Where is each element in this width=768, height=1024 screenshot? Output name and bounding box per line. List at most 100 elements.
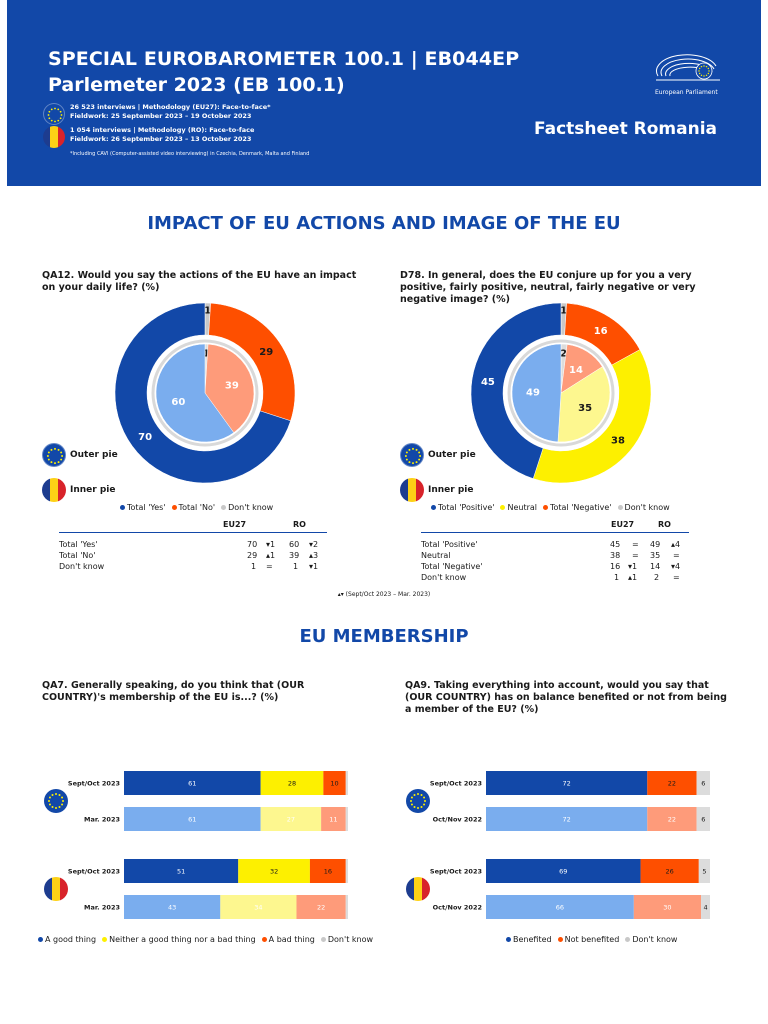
bar-segment xyxy=(220,895,297,919)
star-icon xyxy=(57,119,60,122)
star-icon xyxy=(698,72,701,75)
bar-segment xyxy=(345,807,348,831)
bar-segment xyxy=(486,895,634,919)
bar-segment xyxy=(309,859,346,883)
outer-slice-label: 16 xyxy=(594,326,608,337)
outer-slice-label: 1 xyxy=(204,306,211,317)
star-icon xyxy=(415,448,418,451)
inner-slice-label: 60 xyxy=(171,397,185,408)
bar-segment xyxy=(345,859,348,883)
bar-value-label: 28 xyxy=(288,780,296,788)
inner-slice xyxy=(155,343,235,443)
legend-item: Don't know xyxy=(320,935,373,944)
bar-segment xyxy=(345,771,348,795)
bar-segment xyxy=(345,895,348,919)
star-icon xyxy=(705,74,708,77)
methodology-footnote: *Including CAVI (Computer-assisted video… xyxy=(70,151,310,157)
outer-slice-label: 1 xyxy=(560,306,567,317)
table-header-ro: RO xyxy=(658,520,671,529)
bar-period-label: Oct/Nov 2022 xyxy=(433,816,482,824)
qa12-legend: Total 'Yes' Total 'No' Don't know xyxy=(120,503,273,512)
inner-slice-label: 49 xyxy=(526,388,540,399)
star-icon xyxy=(50,108,53,111)
outer-pie-label: Outer pie xyxy=(70,450,118,460)
star-icon xyxy=(57,461,60,464)
bar-segment xyxy=(323,771,346,795)
eu-interviews-text: 26 523 interviews | Methodology (EU27): … xyxy=(70,103,271,111)
star-icon xyxy=(46,455,49,457)
bar-value-label: 27 xyxy=(287,816,295,824)
ro-methodology: 1 054 interviews | Methodology (RO): Fac… xyxy=(43,126,254,148)
bar-value-label: 6 xyxy=(701,780,705,788)
star-icon xyxy=(60,451,63,454)
star-icon xyxy=(50,119,53,122)
factsheet-title: Factsheet Romania xyxy=(534,119,717,139)
star-icon xyxy=(404,455,407,457)
legend-item: Don't know xyxy=(617,503,670,512)
star-icon xyxy=(54,462,56,465)
legend-item: Benefited xyxy=(506,935,552,944)
star-icon xyxy=(707,67,710,70)
inner-slice xyxy=(204,343,255,433)
star-icon xyxy=(50,448,53,451)
star-icon xyxy=(412,447,414,450)
star-icon xyxy=(418,458,421,461)
legend-item: Don't know xyxy=(625,935,677,944)
bar-value-label: 66 xyxy=(556,904,564,912)
bar-value-label: 22 xyxy=(668,780,676,788)
eu-flag-icon xyxy=(44,789,68,813)
star-icon xyxy=(59,110,62,113)
star-icon xyxy=(47,458,50,461)
table-row: Total 'Positive' 45 = 49 ▴4 xyxy=(421,540,681,549)
eu-stars-icon xyxy=(47,107,63,123)
qa7-legend: A good thing Neither a good thing nor a … xyxy=(38,935,373,944)
star-icon xyxy=(698,67,701,70)
bar-value-label: 11 xyxy=(329,816,337,824)
bar-segment xyxy=(124,807,261,831)
bar-segment xyxy=(633,895,702,919)
inner-slice xyxy=(557,366,611,443)
star-icon xyxy=(698,70,700,72)
table-row: Neutral 38 = 35 = xyxy=(421,551,680,560)
table-row: Total 'No' 29 ▴1 39 ▴3 xyxy=(59,551,319,560)
star-icon xyxy=(57,448,60,451)
eu-flag-icon xyxy=(43,103,65,125)
outer-slice xyxy=(532,349,652,483)
bar-value-label: 30 xyxy=(663,904,671,912)
bar-period-label: Mar. 2023 xyxy=(84,904,120,912)
eu-flag-icon xyxy=(42,443,66,467)
star-icon xyxy=(47,114,50,116)
outer-slice-label: 70 xyxy=(138,432,152,443)
qa12-donut-chart: 1 29 70 1 39 60 xyxy=(114,303,296,483)
romania-flag-icon xyxy=(43,126,65,148)
bar-segment xyxy=(486,807,648,831)
bar-segment xyxy=(640,859,699,883)
legend-item: Total 'Negative' xyxy=(543,503,612,512)
bar-segment xyxy=(698,859,710,883)
eu-flag-icon xyxy=(400,443,424,467)
bar-period-label: Sept/Oct 2023 xyxy=(68,868,120,876)
impact-section-title: IMPACT OF EU ACTIONS AND IMAGE OF THE EU xyxy=(147,213,621,234)
header-banner: SPECIAL EUROBAROMETER 100.1 | EB044EP Pa… xyxy=(7,0,761,186)
outer-slice xyxy=(470,303,562,479)
table-row: Total 'Yes' 70 ▾1 60 ▾2 xyxy=(59,540,319,549)
inner-slice-label: 35 xyxy=(578,403,592,414)
qa9-legend: Benefited Not benefited Don't know xyxy=(506,935,677,944)
star-icon xyxy=(60,458,63,461)
eu-fieldwork-text: Fieldwork: 25 September 2023 – 19 Octobe… xyxy=(70,112,252,120)
legend-item: Not benefited xyxy=(557,935,619,944)
inner-slice-label: 2 xyxy=(560,349,567,360)
star-icon xyxy=(60,114,63,116)
ro-interviews-text: 1 054 interviews | Methodology (RO): Fac… xyxy=(70,126,255,134)
bar-segment xyxy=(124,771,261,795)
star-icon xyxy=(54,447,56,450)
star-icon xyxy=(703,65,705,67)
bar-value-label: 51 xyxy=(177,868,185,876)
bar-value-label: 61 xyxy=(188,816,196,824)
table-row: Total 'Negative' 16 ▾1 14 ▾4 xyxy=(421,562,681,571)
bar-segment xyxy=(696,771,710,795)
star-icon xyxy=(405,458,408,461)
bar-value-label: 22 xyxy=(668,816,676,824)
qa7-question: QA7. Generally speaking, do you think th… xyxy=(42,680,305,703)
bar-segment xyxy=(486,859,641,883)
